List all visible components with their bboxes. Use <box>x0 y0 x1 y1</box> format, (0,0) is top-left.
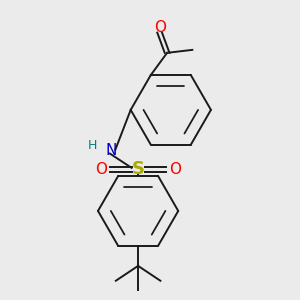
Text: O: O <box>96 162 108 177</box>
Text: N: N <box>106 142 117 158</box>
Text: S: S <box>132 160 145 178</box>
Text: H: H <box>87 139 97 152</box>
Text: O: O <box>169 162 181 177</box>
Text: O: O <box>154 20 166 35</box>
